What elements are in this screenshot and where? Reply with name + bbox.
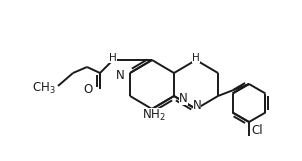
Text: N: N bbox=[179, 91, 188, 104]
Text: N: N bbox=[116, 68, 125, 81]
Text: H: H bbox=[192, 53, 200, 63]
Text: NH$_2$: NH$_2$ bbox=[142, 108, 166, 123]
Text: H: H bbox=[109, 53, 117, 63]
Text: Cl: Cl bbox=[251, 124, 263, 137]
Text: N: N bbox=[193, 99, 201, 112]
Text: CH$_3$: CH$_3$ bbox=[32, 80, 56, 95]
Text: O: O bbox=[84, 82, 93, 95]
